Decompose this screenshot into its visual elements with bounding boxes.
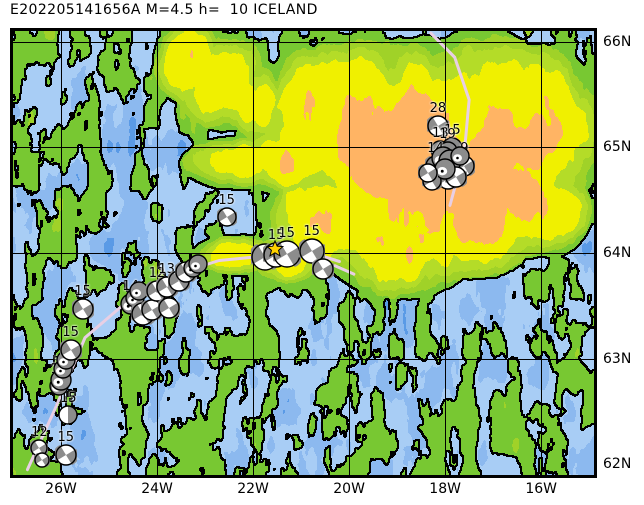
- beachball-label: 12: [31, 424, 48, 440]
- beachball-label: 15: [303, 224, 320, 239]
- x-axis-tick-label: 20W: [333, 481, 365, 497]
- epicenter-star-marker: [265, 239, 284, 262]
- focal-mechanism-beachball: [215, 207, 239, 231]
- focal-mechanism-beachball: [425, 115, 451, 141]
- beachball-label: 19: [439, 126, 456, 142]
- grid-line-latitude: [13, 358, 594, 360]
- x-axis-tick-label: 24W: [141, 481, 173, 497]
- beachball-label: 15: [278, 226, 295, 242]
- focal-mechanism-beachball: [156, 297, 182, 323]
- beachball-label: 15: [218, 193, 235, 209]
- y-axis-tick-label: 65N: [603, 139, 632, 156]
- focal-mechanism-beachball: [296, 238, 327, 268]
- x-axis-tick-label: 26W: [45, 481, 77, 497]
- focal-mechanism-beachball: [70, 298, 96, 324]
- focal-mechanism-beachball: [58, 339, 84, 365]
- grid-line-latitude: [13, 41, 594, 43]
- x-axis-tick-label: 16W: [525, 481, 558, 497]
- y-axis-tick-label: 64N: [603, 245, 632, 261]
- x-axis-tick-label: 22W: [237, 481, 269, 497]
- focal-mechanism-beachball: [32, 452, 51, 472]
- beachball-label: 15: [444, 123, 461, 139]
- y-axis-tick-label: 62N: [603, 456, 632, 473]
- figure-title: E202205141656A M=4.5 h= 10 ICELAND: [10, 2, 318, 18]
- focal-mechanism-beachball: [416, 163, 440, 187]
- beachball-label: 28: [429, 101, 447, 117]
- y-axis-tick-label: 66N: [603, 33, 632, 50]
- x-axis-tick-label: 18W: [429, 481, 461, 497]
- beachball-label: 15: [267, 228, 285, 244]
- beachball-label: 15: [74, 284, 91, 300]
- map-plot-area: 121515151515151412131515151528151319149: [10, 28, 597, 478]
- focal-mechanism-beachball: [188, 253, 208, 278]
- y-axis-tick-label: 63N: [603, 350, 632, 367]
- beachball-label: 13: [432, 125, 449, 141]
- focal-mechanism-beachball: [310, 258, 336, 284]
- focal-mechanism-beachball: [53, 444, 79, 470]
- beachball-label: 15: [57, 430, 75, 446]
- focal-mechanism-beachball: [449, 146, 470, 170]
- beachball-label: 15: [59, 390, 77, 406]
- beachball-label: 15: [62, 325, 79, 341]
- beachball-label: 12: [148, 266, 166, 282]
- grid-line-latitude: [13, 147, 594, 149]
- focal-mechanism-beachball: [58, 405, 78, 429]
